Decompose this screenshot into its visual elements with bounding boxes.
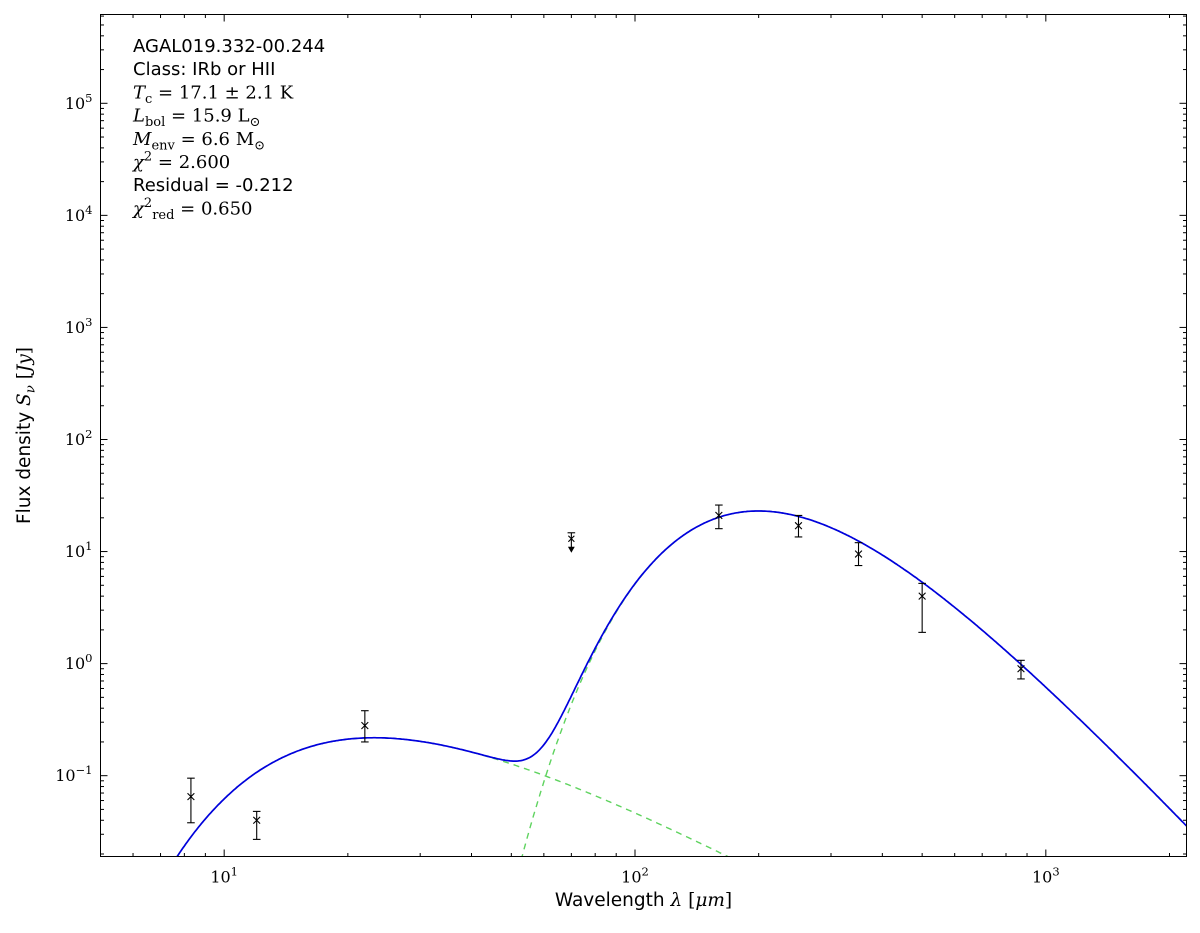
labels: 101 102 103 10−1 100 101 102 103 104 105 AGAL019.3… <box>14 36 1060 911</box>
axes-ticks <box>100 14 1187 857</box>
data-point <box>252 810 261 840</box>
annotation-line-1: AGAL019.332-00.244 <box>133 36 325 57</box>
x-axis-label: Wavelength λ [μm] <box>555 890 732 911</box>
data-point <box>715 504 723 530</box>
annotation-line-6: χ2 = 2.600 <box>131 150 230 174</box>
x-tick-label: 103 <box>1032 865 1060 887</box>
annotation-line-2: Class: IRb or HII <box>133 59 275 80</box>
total-fit-curve <box>176 510 1187 857</box>
y-tick-label: 100 <box>65 651 93 673</box>
annotation-line-7: Residual = -0.212 <box>133 175 294 196</box>
data-point <box>187 777 195 824</box>
annotation-line-5: Menv = 6.6 M⊙ <box>132 129 265 154</box>
y-tick-label: 102 <box>65 427 93 449</box>
data-point <box>361 710 369 743</box>
x-tick-label: 102 <box>621 865 649 887</box>
annotation-line-4: Lbol = 15.9 L⊙ <box>132 106 260 131</box>
y-tick-label: 103 <box>65 315 93 337</box>
x-tick-label: 101 <box>210 865 238 887</box>
model-curves <box>176 510 1187 857</box>
plot-frame <box>100 14 1187 857</box>
annotation-line-3: Tc = 17.1 ± 2.1 K <box>133 82 294 107</box>
data-point <box>854 542 863 567</box>
data-point <box>1017 659 1025 680</box>
data-point <box>794 514 803 538</box>
y-axis-label: Flux density Sν [Jy] <box>14 347 39 524</box>
data-point <box>918 582 926 633</box>
upper-limit-marker <box>567 532 576 553</box>
y-tick-label: 104 <box>65 203 93 225</box>
data-points-group <box>187 504 1025 840</box>
y-tick-label: 10−1 <box>55 763 92 785</box>
annotation-line-8: χ2red = 0.650 <box>131 196 253 223</box>
y-tick-label: 105 <box>65 91 93 113</box>
y-tick-label: 101 <box>65 539 93 561</box>
